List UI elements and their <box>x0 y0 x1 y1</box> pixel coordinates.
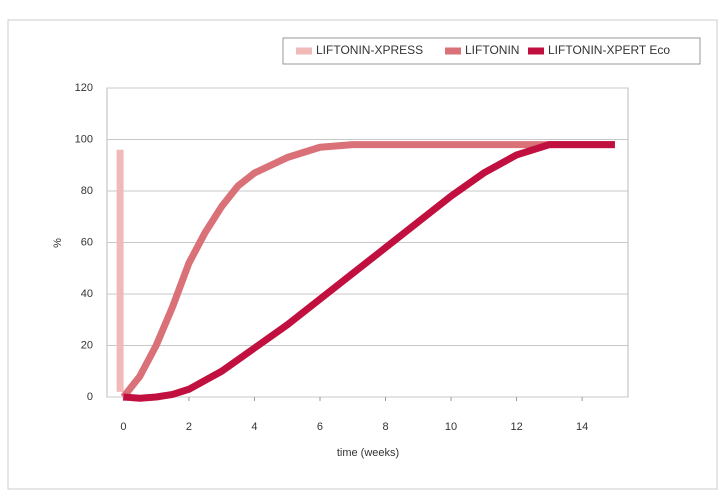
x-tick-label: 12 <box>510 421 522 433</box>
frame <box>7 19 718 490</box>
y-tick-label: 0 <box>87 391 93 403</box>
series-line <box>123 141 615 402</box>
x-tick-label: 14 <box>576 421 588 433</box>
y-tick-label: 40 <box>81 288 93 300</box>
legend-label: LIFTONIN <box>465 43 519 57</box>
x-axis-label: time (weeks) <box>337 447 399 459</box>
y-axis-label: % <box>52 238 64 248</box>
legend-label: LIFTONIN-XPERT Eco <box>548 43 670 57</box>
y-tick-label: 120 <box>75 82 93 94</box>
series-line <box>120 141 615 400</box>
y-tick-label: 80 <box>81 185 93 197</box>
x-tick-label: 0 <box>120 421 126 433</box>
x-tick-label: 6 <box>317 421 323 433</box>
x-tick-label: 8 <box>382 421 388 433</box>
y-tick-label: 100 <box>75 133 93 145</box>
x-tick-label: 4 <box>251 421 257 433</box>
x-tick-label: 10 <box>445 421 457 433</box>
y-tick-label: 60 <box>81 236 93 248</box>
y-tick-label: 20 <box>81 339 93 351</box>
legend-box <box>282 37 701 65</box>
legend-label: LIFTONIN-XPRESS <box>316 43 423 57</box>
x-tick-label: 2 <box>186 421 192 433</box>
